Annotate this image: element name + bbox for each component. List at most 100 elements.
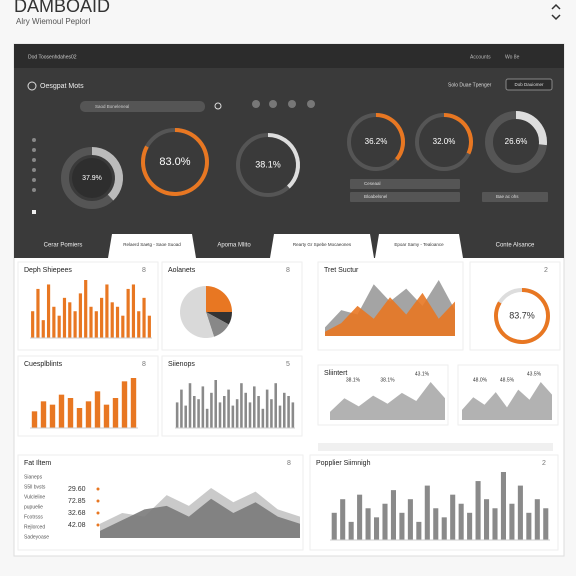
bar: [274, 383, 277, 428]
toolbar-label: Oesgpat Mots: [40, 83, 84, 90]
card-title: Sliintert: [324, 370, 347, 377]
top-link[interactable]: Wo 8e: [505, 54, 520, 60]
tab-label[interactable]: Apoma Mlito: [217, 243, 251, 249]
gauge-label: 32.0%: [433, 137, 456, 146]
bar: [526, 512, 532, 540]
bar: [46, 284, 51, 338]
peak-label: 43.5%: [527, 371, 542, 377]
user-icon[interactable]: [214, 102, 222, 110]
peak-label: 48.5%: [500, 377, 515, 383]
bar: [390, 490, 396, 540]
card-badge: 8: [287, 460, 291, 467]
search-bar[interactable]: [80, 101, 205, 112]
tab-label[interactable]: Cerar Pomiers: [44, 243, 83, 249]
bar: [424, 485, 430, 540]
card-title: Deph Shiepees: [24, 267, 72, 274]
bar: [253, 386, 256, 428]
side-dots: [32, 138, 36, 214]
area: [100, 498, 300, 538]
bar: [73, 311, 77, 338]
tab[interactable]: [108, 234, 196, 258]
bar: [67, 398, 74, 428]
bar: [433, 508, 439, 540]
tab-label[interactable]: Rearty Gr Spebe Mocaeones: [293, 242, 352, 247]
gauge-label: 36.2%: [365, 137, 388, 146]
search-text[interactable]: Saod Boneleneal: [95, 104, 129, 109]
bar: [365, 508, 371, 540]
sort-icon[interactable]: [551, 3, 561, 21]
bar: [31, 311, 35, 338]
gauge-arc: [515, 111, 547, 146]
top-link[interactable]: Accounts: [470, 54, 491, 60]
figure-dot: [96, 523, 100, 527]
bar: [121, 381, 128, 428]
gauge-inner: [72, 158, 112, 198]
bar: [340, 499, 346, 540]
bar: [197, 399, 200, 428]
dropdown-label[interactable]: Bae ac ohs: [496, 194, 519, 199]
gauge-label: 83.7%: [509, 310, 535, 320]
bar: [240, 383, 243, 428]
bar: [180, 389, 183, 428]
gauge-label: 26.6%: [505, 137, 528, 146]
card-title: Siienops: [168, 361, 195, 368]
legend-item: Rejlorced: [24, 524, 45, 530]
dropdown-label[interactable]: Bloabelsnel: [364, 194, 387, 199]
icon-button[interactable]: [269, 100, 277, 108]
icon-button[interactable]: [288, 100, 296, 108]
scrollbar[interactable]: [318, 443, 553, 451]
bar: [278, 405, 282, 428]
icon-button[interactable]: [307, 100, 315, 108]
bar: [94, 311, 98, 338]
bar: [382, 503, 388, 540]
bar: [41, 320, 45, 338]
bar: [450, 494, 456, 540]
tab[interactable]: [270, 234, 374, 258]
card-badge: 2: [544, 267, 548, 274]
tab-label[interactable]: Relaerd Saetg - Saoe Suoad: [123, 242, 181, 247]
area: [462, 382, 552, 420]
bar: [458, 503, 464, 540]
tab-label[interactable]: Conte Alsance: [496, 243, 535, 249]
bar: [184, 405, 187, 428]
toolbar-right-label: Solo Duae Tpenger: [448, 82, 492, 88]
card-title: Popplier Siimnigh: [316, 460, 371, 467]
dropdown[interactable]: [482, 192, 548, 202]
tab-label[interactable]: Epoar Samy - Tealoance: [394, 242, 444, 247]
bar: [210, 392, 213, 428]
bar: [261, 408, 265, 428]
bar: [348, 521, 354, 540]
icon-button[interactable]: [252, 100, 260, 108]
bar: [103, 404, 110, 428]
bar: [68, 302, 72, 338]
bar: [89, 306, 93, 338]
bar: [534, 499, 540, 540]
bar: [100, 297, 104, 338]
dropdown[interactable]: [350, 179, 460, 189]
card-badge: 2: [542, 460, 546, 467]
dropdown[interactable]: [350, 192, 460, 202]
figure: 42.08: [68, 522, 86, 529]
bar: [235, 399, 239, 428]
legend-item: Vulcleline: [24, 494, 45, 500]
button-label[interactable]: Dob Dauiomer: [514, 82, 544, 87]
bar: [49, 404, 56, 428]
dropdown-label[interactable]: Ceseaal: [364, 181, 381, 186]
bar: [94, 391, 101, 428]
bar: [76, 408, 83, 428]
gauge-arc: [267, 133, 300, 189]
card-title: Tret Suctur: [324, 267, 359, 274]
bar: [227, 389, 230, 428]
gauge-arc: [375, 113, 405, 161]
button[interactable]: [505, 78, 553, 91]
bar: [52, 306, 56, 338]
bar: [175, 402, 179, 428]
bar: [218, 402, 222, 428]
dot: [32, 168, 36, 172]
dot: [32, 148, 36, 152]
bar: [244, 392, 247, 428]
pie-slice: [206, 286, 232, 312]
figure-dot: [96, 487, 100, 491]
tab[interactable]: [375, 234, 463, 258]
